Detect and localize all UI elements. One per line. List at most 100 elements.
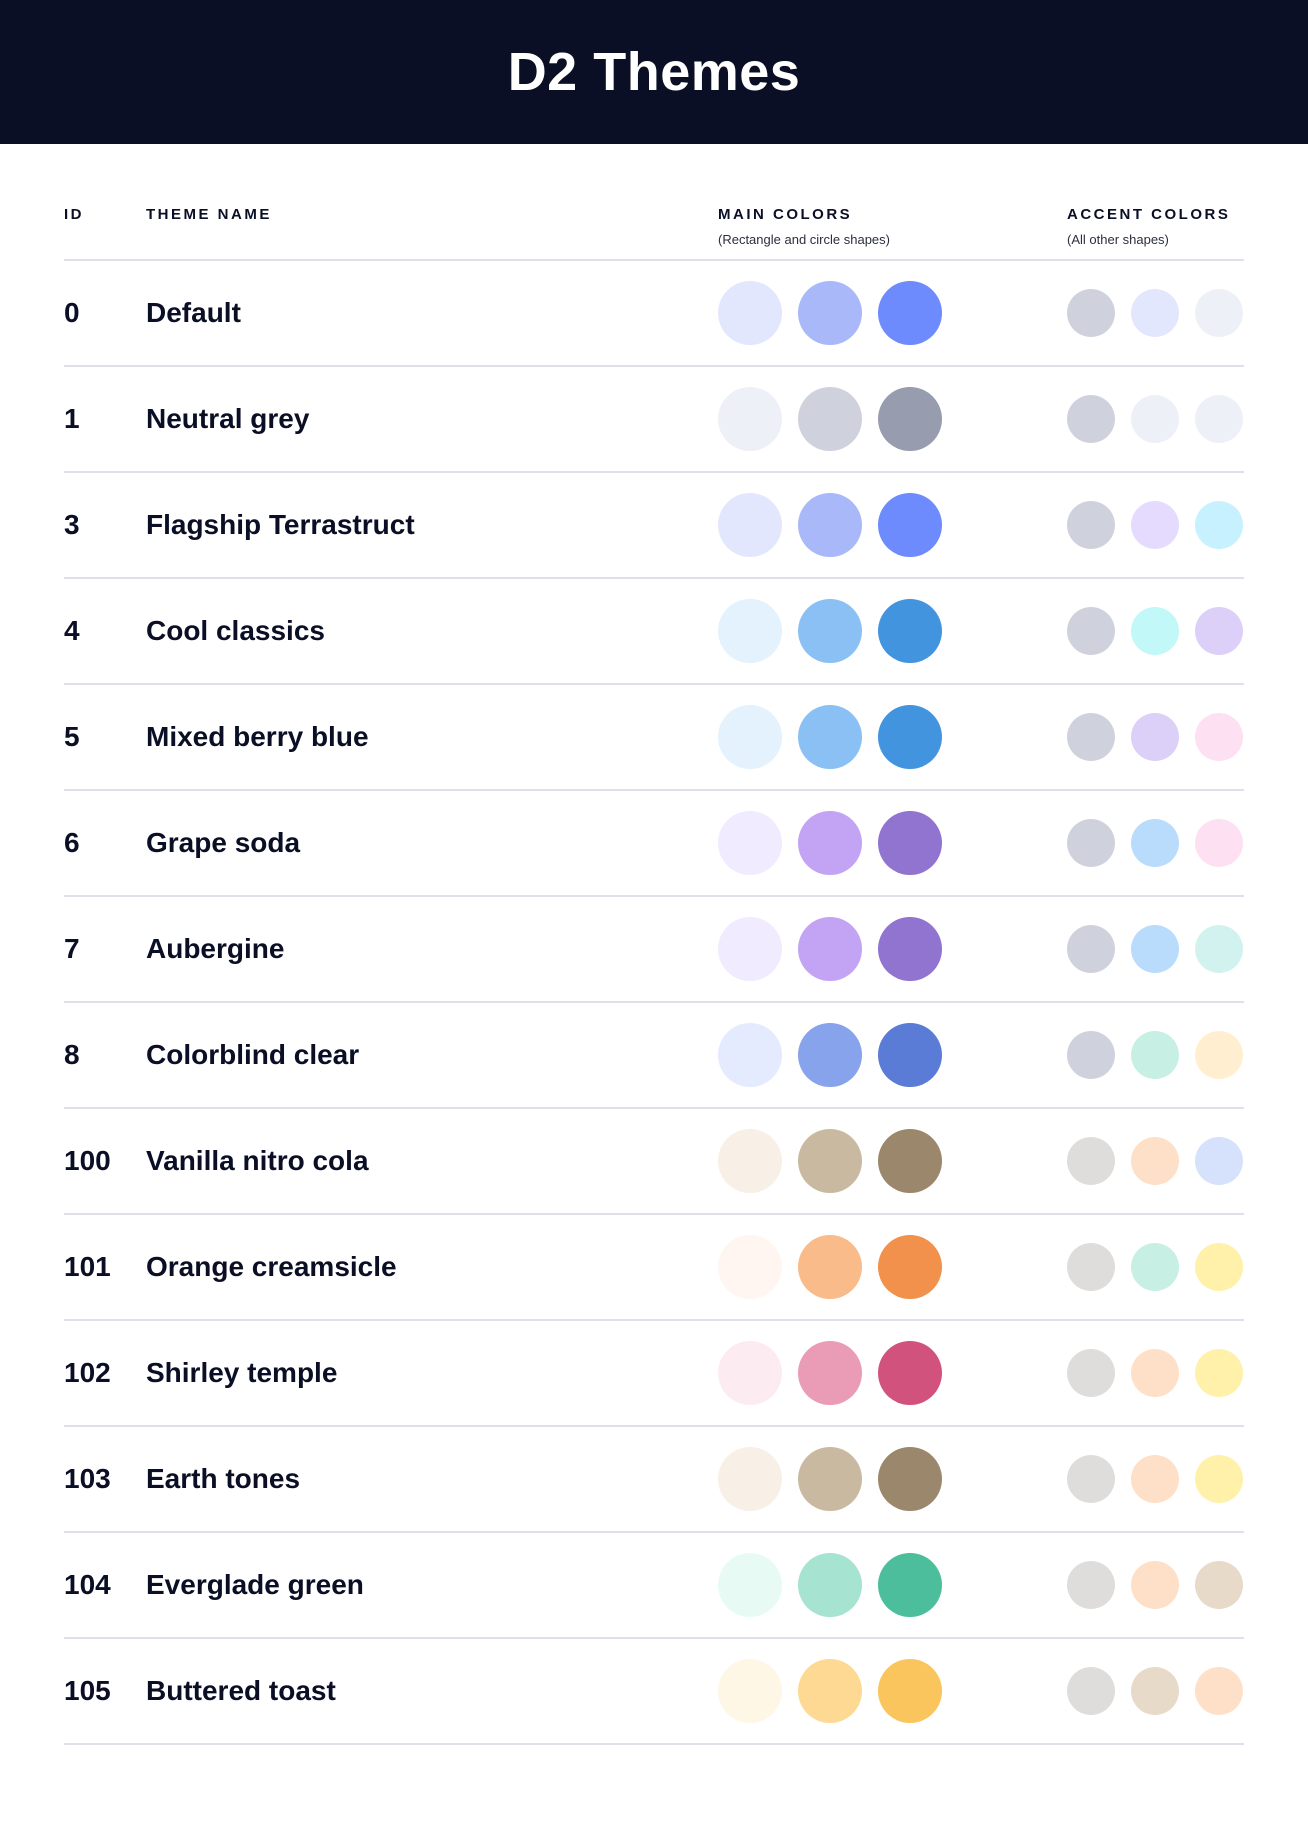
accent-color-swatch [1131,1667,1179,1715]
theme-name: Grape soda [146,827,301,858]
accent-colors [1067,607,1244,655]
theme-id: 8 [64,1039,80,1070]
column-theme-name: THEME NAME [146,206,272,223]
main-color-swatch [798,1659,862,1723]
column-accent-colors-subtitle: (All other shapes) [1067,232,1169,247]
accent-color-swatch [1195,819,1243,867]
theme-id: 0 [64,297,80,328]
main-colors [718,493,1067,557]
accent-color-swatch [1067,289,1115,337]
main-color-swatch [878,1341,942,1405]
main-color-swatch [798,1129,862,1193]
main-color-swatch [798,705,862,769]
main-color-swatch [798,281,862,345]
theme-name: Vanilla nitro cola [146,1145,369,1176]
theme-id: 6 [64,827,80,858]
theme-name: Colorblind clear [146,1039,360,1070]
column-main-colors-subtitle: (Rectangle and circle shapes) [718,232,890,247]
main-colors [718,1447,1067,1511]
main-color-swatch [718,281,782,345]
accent-color-swatch [1067,1031,1115,1079]
accent-color-swatch [1131,819,1179,867]
main-colors [718,811,1067,875]
main-colors [718,1553,1067,1617]
accent-colors [1067,1455,1244,1503]
theme-name: Everglade green [146,1569,364,1600]
main-color-swatch [718,705,782,769]
main-color-swatch [718,1129,782,1193]
table-row: 101 Orange creamsicle [64,1215,1244,1321]
table-row: 8 Colorblind clear [64,1003,1244,1109]
theme-name: Cool classics [146,615,325,646]
accent-color-swatch [1131,607,1179,655]
header-cell-accent: ACCENT COLORS (All other shapes) [1067,206,1244,248]
main-color-swatch [718,1023,782,1087]
accent-color-swatch [1131,1243,1179,1291]
main-colors [718,599,1067,663]
accent-color-swatch [1067,395,1115,443]
accent-color-swatch [1131,1031,1179,1079]
main-colors [718,1659,1067,1723]
accent-color-swatch [1067,1243,1115,1291]
theme-id: 7 [64,933,80,964]
theme-id: 1 [64,403,80,434]
main-colors [718,281,1067,345]
themes-table: ID THEME NAME MAIN COLORS (Rectangle and… [64,206,1244,1745]
main-color-swatch [878,1023,942,1087]
main-colors [718,1341,1067,1405]
accent-color-swatch [1195,1455,1243,1503]
main-color-swatch [718,493,782,557]
accent-colors [1067,925,1244,973]
accent-color-swatch [1067,1561,1115,1609]
theme-name: Orange creamsicle [146,1251,397,1282]
table-row: 7 Aubergine [64,897,1244,1003]
main-color-swatch [878,811,942,875]
accent-color-swatch [1067,819,1115,867]
accent-color-swatch [1195,1243,1243,1291]
theme-name: Neutral grey [146,403,310,434]
accent-colors [1067,1349,1244,1397]
accent-color-swatch [1067,501,1115,549]
main-color-swatch [878,1447,942,1511]
main-color-swatch [718,1553,782,1617]
accent-color-swatch [1195,713,1243,761]
accent-color-swatch [1195,1031,1243,1079]
accent-color-swatch [1131,925,1179,973]
theme-id: 103 [64,1463,111,1494]
table-row: 100 Vanilla nitro cola [64,1109,1244,1215]
accent-color-swatch [1131,713,1179,761]
main-color-swatch [798,811,862,875]
accent-color-swatch [1131,1137,1179,1185]
main-color-swatch [718,1447,782,1511]
accent-color-swatch [1131,289,1179,337]
main-colors [718,1023,1067,1087]
main-color-swatch [798,1553,862,1617]
theme-name: Mixed berry blue [146,721,369,752]
theme-name: Earth tones [146,1463,301,1494]
main-color-swatch [878,493,942,557]
column-accent-colors: ACCENT COLORS [1067,206,1231,223]
main-color-swatch [718,811,782,875]
accent-colors [1067,1031,1244,1079]
main-colors [718,705,1067,769]
main-color-swatch [878,281,942,345]
header-cell-id: ID [64,206,146,224]
table-body: 0 Default 1 Neutral grey 3 Flagship Terr… [64,261,1244,1745]
theme-name: Buttered toast [146,1675,336,1706]
main-color-swatch [798,1341,862,1405]
accent-color-swatch [1195,1561,1243,1609]
accent-colors [1067,1667,1244,1715]
main-color-swatch [718,1235,782,1299]
accent-colors [1067,1561,1244,1609]
accent-color-swatch [1067,1349,1115,1397]
page-title: D2 Themes [507,42,801,102]
accent-color-swatch [1195,289,1243,337]
accent-color-swatch [1131,501,1179,549]
main-color-swatch [798,1235,862,1299]
accent-colors [1067,501,1244,549]
main-color-swatch [878,705,942,769]
main-color-swatch [798,1447,862,1511]
theme-id: 4 [64,615,80,646]
accent-color-swatch [1195,1667,1243,1715]
accent-color-swatch [1195,925,1243,973]
